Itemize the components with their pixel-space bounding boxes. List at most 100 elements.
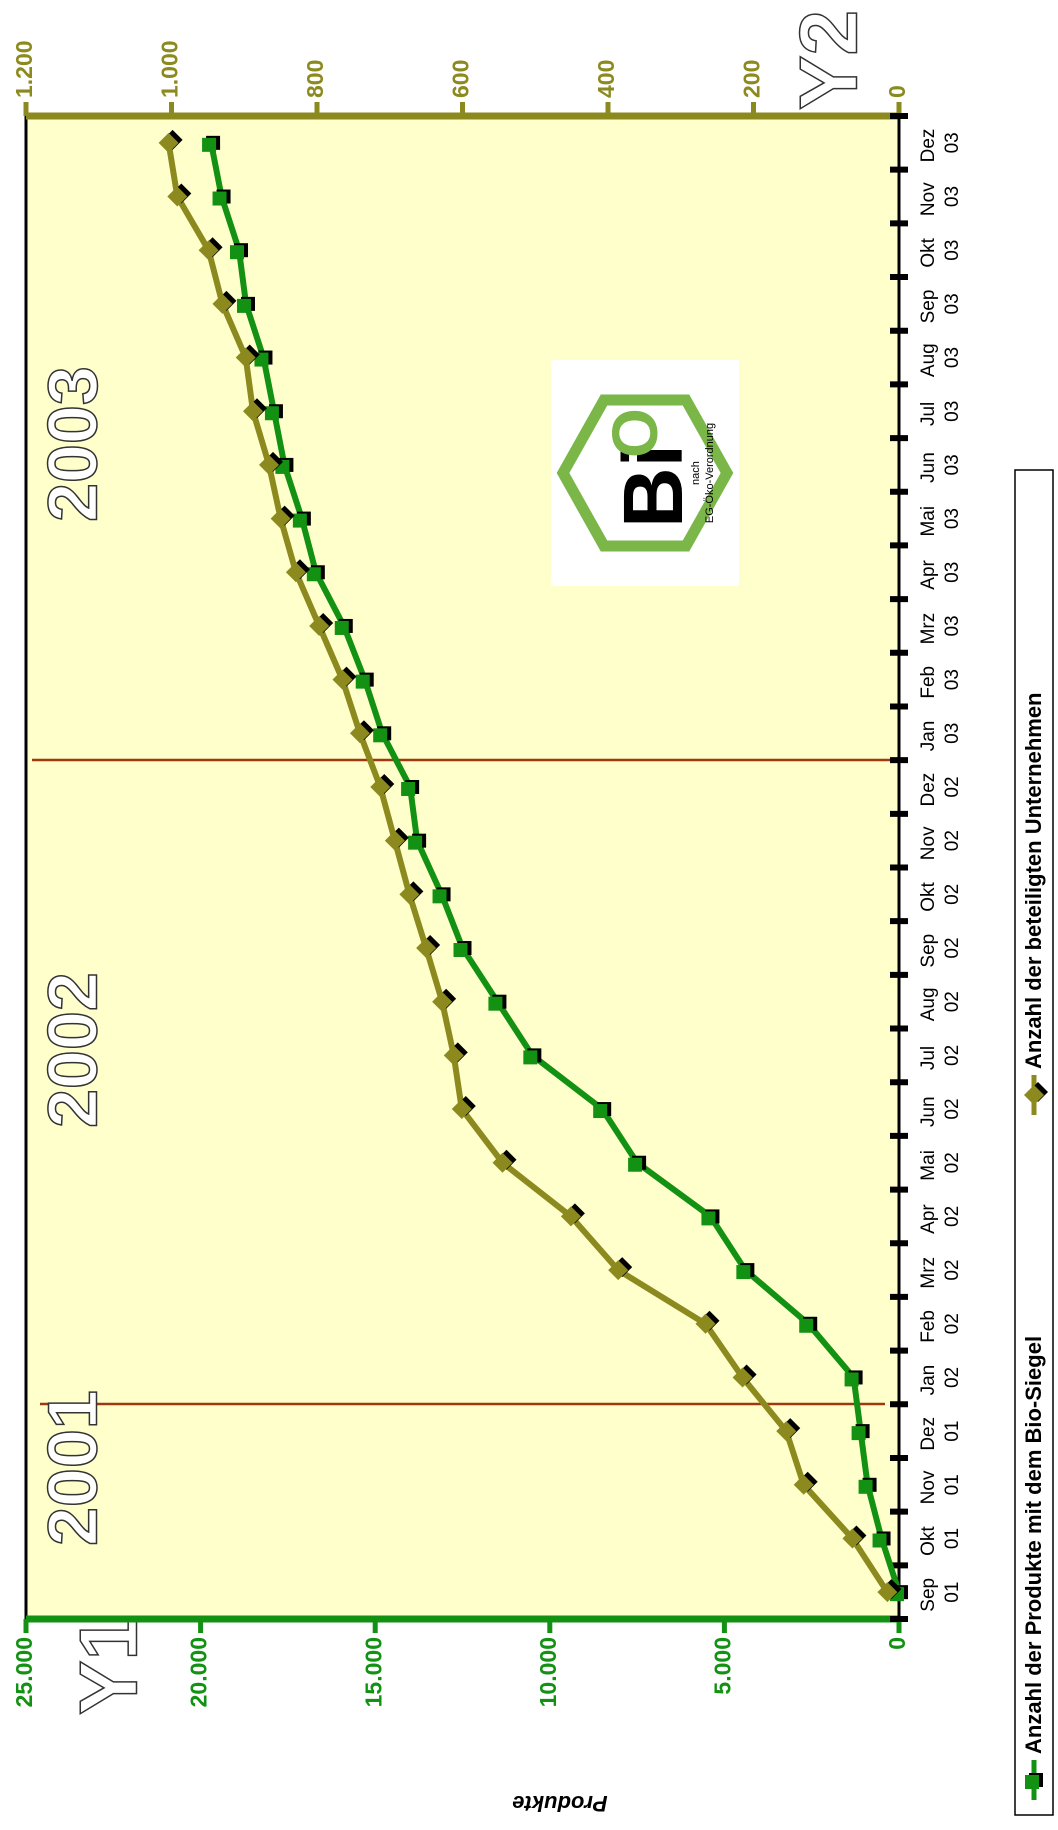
- x-tick-label: Jul 02: [918, 1041, 963, 1071]
- x-tick-label: Mrz 03: [918, 607, 963, 644]
- marker: [355, 674, 370, 689]
- marker: [373, 728, 388, 743]
- marker: [264, 406, 279, 421]
- year-annotation: 2001: [33, 1390, 111, 1546]
- x-tick-label: Apr 03: [918, 555, 963, 590]
- marker: [285, 562, 306, 583]
- marker: [628, 1157, 643, 1172]
- marker: [242, 401, 263, 422]
- marker: [488, 996, 503, 1011]
- series-line: [208, 142, 902, 1594]
- x-tick-label: Sep 01: [918, 1573, 963, 1612]
- x-tick-label: Jan 03: [918, 715, 963, 751]
- marker: [451, 1099, 472, 1120]
- marker: [701, 1211, 716, 1226]
- bio-logo: Bi O nach EG-Öko-Verordnung: [551, 360, 739, 586]
- marker: [608, 1260, 629, 1281]
- x-tick-label: Aug 03: [918, 338, 963, 377]
- marker: [306, 567, 321, 582]
- y2-tick-label: 0: [884, 85, 910, 98]
- x-tick-label: Sep 02: [918, 928, 963, 967]
- marker: [349, 723, 370, 744]
- marker: [416, 938, 437, 959]
- y-tick-label: 5.000: [709, 1637, 735, 1695]
- x-tick-label: Feb 03: [918, 661, 963, 699]
- marker: [292, 513, 307, 528]
- legend-label: Anzahl der beteiligten Unternehmen: [1021, 693, 1046, 1070]
- marker: [443, 1045, 464, 1066]
- marker: [235, 347, 256, 368]
- axis-annotation: Y2: [784, 10, 875, 110]
- marker: [877, 1582, 898, 1603]
- y-tick-label: 15.000: [360, 1637, 386, 1707]
- logo-hexagon: [556, 394, 734, 552]
- x-tick-label: Mrz 02: [918, 1252, 963, 1289]
- marker: [695, 1313, 716, 1334]
- legend: [1014, 469, 1054, 1816]
- y-tick-label: 20.000: [186, 1637, 212, 1707]
- x-tick-label: Nov 01: [918, 1465, 963, 1504]
- marker: [842, 1528, 863, 1549]
- marker: [270, 508, 291, 529]
- y2-tick-label: 1.000: [157, 40, 183, 98]
- marker: [793, 1474, 814, 1495]
- marker: [732, 1367, 753, 1388]
- marker: [212, 293, 233, 314]
- marker: [799, 1318, 814, 1333]
- marker: [432, 889, 447, 904]
- x-tick-label: Nov 03: [918, 177, 963, 216]
- rotated-chart: Bi O nach EG-Öko-Verordnung 2001 2002 20…: [11, 9, 1054, 1816]
- y-axis-title: Produkte: [512, 1791, 607, 1816]
- marker: [523, 1050, 538, 1065]
- series-line: [165, 142, 890, 1594]
- x-tick-label: Dez 02: [918, 767, 963, 806]
- x-tick-label: Okt 01: [918, 1521, 963, 1556]
- y2-tick-label: 200: [739, 60, 765, 98]
- marker: [844, 1372, 859, 1387]
- logo-text: Bi: [606, 444, 700, 528]
- marker: [408, 835, 423, 850]
- marker: [158, 132, 179, 153]
- x-tick-label: Jun 02: [918, 1091, 963, 1127]
- marker: [776, 1421, 797, 1442]
- x-tick-label: Jan 02: [918, 1359, 963, 1395]
- marker: [432, 991, 453, 1012]
- marker: [212, 191, 227, 206]
- y2-tick-label: 800: [302, 60, 328, 98]
- x-tick-label: Sep 03: [918, 284, 963, 323]
- x-tick-label: Apr 02: [918, 1199, 963, 1234]
- marker: [858, 1479, 873, 1494]
- marker: [1025, 1775, 1039, 1789]
- x-tick-label: Mai 02: [918, 1145, 963, 1181]
- marker: [167, 186, 188, 207]
- axis-annotation: Y1: [64, 1615, 155, 1715]
- y-tick-label: 0: [884, 1637, 910, 1650]
- x-tick-label: Mai 03: [918, 501, 963, 537]
- x-tick-label: Jun 03: [918, 447, 963, 483]
- marker: [258, 454, 279, 475]
- plot-area: [26, 116, 899, 1619]
- marker: [1024, 1085, 1044, 1105]
- year-annotation: 2003: [33, 366, 111, 522]
- x-tick-label: Okt 02: [918, 877, 963, 912]
- x-tick-label: Dez 03: [918, 123, 963, 162]
- y-tick-label: 10.000: [535, 1637, 561, 1707]
- marker: [236, 298, 251, 313]
- marker: [593, 1104, 608, 1119]
- marker: [401, 781, 416, 796]
- x-tick-label: Okt 03: [918, 233, 963, 268]
- y-tick-label: 25.000: [11, 1637, 37, 1707]
- y2-tick-label: 1.200: [11, 40, 37, 98]
- x-tick-label: Nov 02: [918, 821, 963, 860]
- marker: [736, 1265, 751, 1280]
- marker: [198, 240, 219, 261]
- x-tick-label: Aug 02: [918, 982, 963, 1021]
- logo-text: EG-Öko-Verordnung: [704, 423, 716, 523]
- marker: [560, 1206, 581, 1227]
- logo-text: O: [599, 408, 671, 458]
- marker: [453, 943, 468, 958]
- marker: [851, 1426, 866, 1441]
- x-tick-label: Dez 01: [918, 1412, 963, 1451]
- legend-label: Anzahl der Produkte mit dem Bio-Siegel: [1021, 1336, 1046, 1754]
- x-tick-label: Feb 02: [918, 1305, 963, 1343]
